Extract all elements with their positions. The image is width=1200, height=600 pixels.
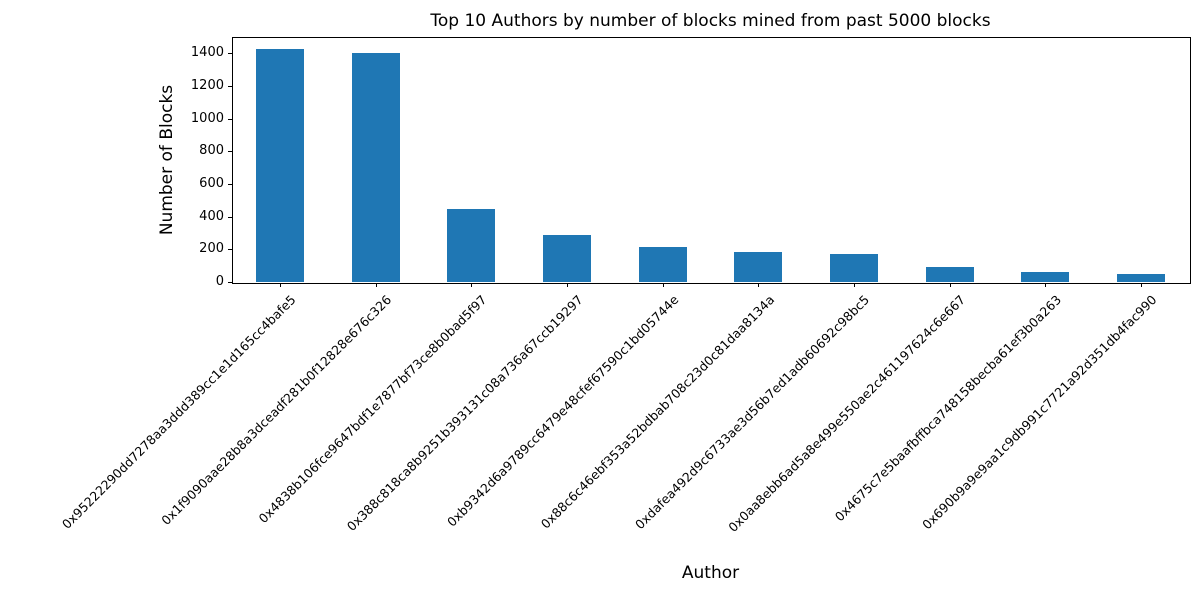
x-tick-mark bbox=[1141, 283, 1143, 287]
y-tick-label: 0 bbox=[215, 274, 224, 289]
x-tick-label: 0x4838b106fce9647bdf1e7877bf73ce8b0bad5f… bbox=[255, 292, 490, 526]
y-tick-label: 400 bbox=[199, 208, 224, 224]
y-tick-mark bbox=[228, 118, 232, 120]
y-tick-label: 1200 bbox=[190, 78, 224, 93]
bar bbox=[734, 252, 783, 282]
bar bbox=[638, 247, 687, 282]
x-tick-mark bbox=[662, 283, 664, 287]
y-tick-mark bbox=[228, 53, 232, 55]
y-tick-label: 1000 bbox=[190, 110, 224, 126]
x-tick-mark bbox=[854, 283, 856, 287]
bar bbox=[351, 53, 400, 282]
y-tick-mark bbox=[228, 249, 232, 251]
bar bbox=[255, 49, 304, 282]
y-tick-label: 600 bbox=[199, 176, 224, 191]
x-tick-label: 0x690b9a9e9aa1c9db991c7721a92d351db4fac9… bbox=[919, 292, 1160, 533]
chart-title: Top 10 Authors by number of blocks mined… bbox=[430, 11, 991, 31]
x-tick-mark bbox=[949, 283, 951, 287]
x-tick-mark bbox=[471, 283, 473, 287]
x-tick-label: 0x1f9090aae28b8a3dceadf281b0f12828e676c3… bbox=[158, 292, 395, 528]
bar bbox=[830, 254, 879, 282]
y-tick-mark bbox=[228, 216, 232, 218]
x-tick-label: 0x4675c7e5baafbffbca748158becba61ef3b0a2… bbox=[831, 292, 1065, 525]
y-tick-mark bbox=[228, 151, 232, 153]
y-tick-label: 200 bbox=[199, 241, 224, 257]
bar bbox=[447, 208, 496, 282]
x-tick-mark bbox=[1045, 283, 1047, 287]
x-axis-label: Author bbox=[681, 563, 740, 583]
x-tick-label: 0xb9342d6a9789cc6479e48cfef67590c1bd0574… bbox=[443, 292, 682, 530]
y-tick-mark bbox=[228, 184, 232, 185]
x-tick-mark bbox=[566, 283, 568, 287]
y-tick-mark bbox=[228, 282, 232, 283]
bar bbox=[1117, 273, 1166, 282]
bar bbox=[542, 234, 591, 282]
x-tick-mark bbox=[758, 283, 760, 287]
y-axis-label: Number of Blocks bbox=[157, 84, 177, 236]
bar bbox=[1021, 272, 1070, 282]
y-tick-mark bbox=[228, 86, 232, 87]
x-tick-mark bbox=[375, 283, 377, 287]
y-tick-label: 1400 bbox=[190, 45, 224, 61]
bar bbox=[925, 267, 974, 282]
x-tick-mark bbox=[279, 283, 281, 287]
y-tick-label: 800 bbox=[199, 143, 224, 159]
